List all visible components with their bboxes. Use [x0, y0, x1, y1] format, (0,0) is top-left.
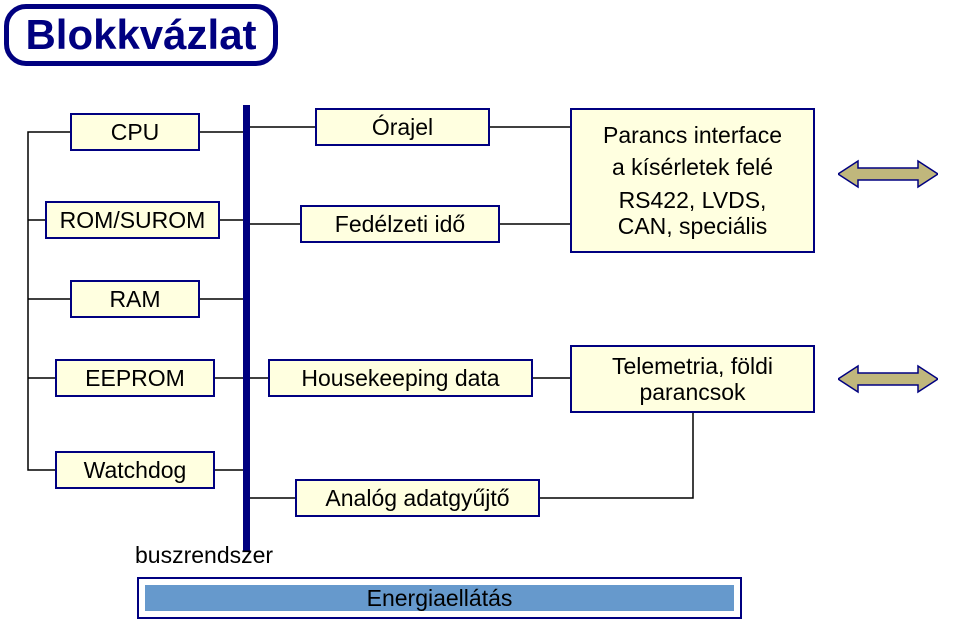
bus-bar	[243, 105, 250, 551]
node-label: RAM	[109, 286, 160, 312]
node-label: EEPROM	[85, 365, 185, 391]
title-text: Blokkvázlat	[25, 11, 256, 59]
node-orajel: Órajel	[315, 108, 490, 146]
node-telemetria: Telemetria, földi parancsok	[570, 345, 815, 413]
node-line: RS422, LVDS,	[619, 187, 767, 213]
node-analog: Analóg adatgyűjtő	[295, 479, 540, 517]
power-bar-label: Energiaellátás	[367, 585, 513, 612]
title-box: Blokkvázlat	[4, 4, 278, 66]
node-line: Parancs interface	[603, 122, 782, 148]
node-label: CPU	[111, 119, 160, 145]
node-rom-surom: ROM/SUROM	[45, 201, 220, 239]
node-line: Telemetria, földi	[612, 353, 773, 379]
power-bar-inner: Energiaellátás	[145, 585, 734, 611]
node-label: Fedélzeti idő	[335, 211, 465, 237]
power-bar-outer: Energiaellátás	[137, 577, 742, 619]
node-eeprom: EEPROM	[55, 359, 215, 397]
bus-label-text: buszrendszer	[135, 542, 273, 568]
bus-label: buszrendszer	[135, 542, 273, 569]
node-line: CAN, speciális	[618, 213, 768, 239]
node-ram: RAM	[70, 280, 200, 318]
node-label: Analóg adatgyűjtő	[325, 485, 509, 511]
node-line: a kísérletek felé	[612, 154, 773, 180]
node-label: Housekeeping data	[301, 365, 499, 391]
node-fedelzeti: Fedélzeti idő	[300, 205, 500, 243]
double-arrow-telemetria	[838, 364, 938, 394]
node-label: Órajel	[372, 114, 433, 140]
node-line: parancsok	[639, 379, 745, 405]
node-watchdog: Watchdog	[55, 451, 215, 489]
node-cpu: CPU	[70, 113, 200, 151]
double-arrow-parancs	[838, 159, 938, 189]
node-housekeeping: Housekeeping data	[268, 359, 533, 397]
node-label: ROM/SUROM	[60, 207, 206, 233]
node-parancs-interface: Parancs interface a kísérletek felé RS42…	[570, 108, 815, 253]
node-label: Watchdog	[84, 457, 187, 483]
